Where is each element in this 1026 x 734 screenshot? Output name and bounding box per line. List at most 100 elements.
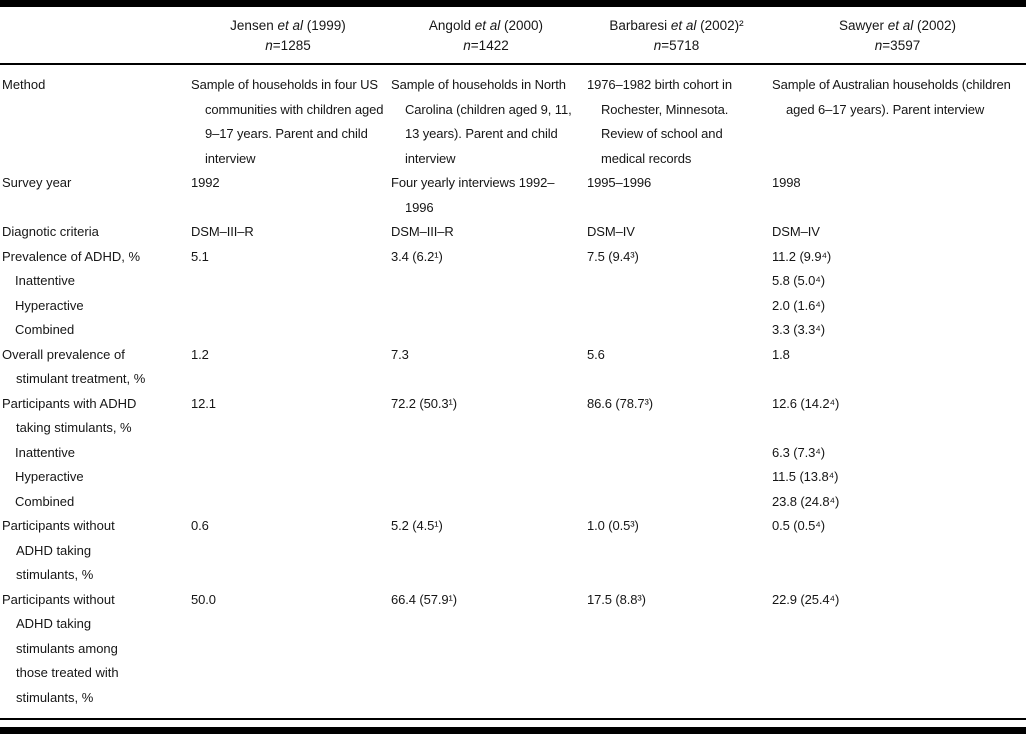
study-citation: Barbaresi et al (2002)²	[609, 18, 744, 33]
row-label-sub: Combined	[15, 322, 75, 337]
table-row-without-adhd-taking-stimulants: Participants without ADHD taking stimula…	[0, 514, 1026, 588]
study-citation: Sawyer et al (2002)	[838, 18, 957, 33]
table-row-prevalence-adhd: Prevalence of ADHD, % 5.1 3.4 (6.2¹) 7.5…	[0, 245, 1026, 270]
table-cell	[388, 441, 584, 466]
table-cell: 66.4 (57.9¹)	[391, 591, 458, 607]
table-cell	[584, 269, 769, 294]
table-cell	[584, 465, 769, 490]
table-bottom-border	[0, 727, 1026, 734]
table-cell	[584, 441, 769, 466]
row-label: Method	[2, 77, 46, 92]
table-cell: Four yearly interviews 1992–1996	[391, 175, 555, 215]
table-cell	[188, 465, 388, 490]
table-cell: 1.2	[191, 346, 209, 362]
table-cell	[584, 490, 769, 515]
column-header-angold: Angold et al (2000) n=1422	[388, 7, 584, 65]
row-label-sub: Hyperactive	[15, 297, 84, 313]
header-empty-cell	[0, 7, 188, 65]
table-cell: 12.1	[191, 395, 216, 411]
table-cell	[388, 465, 584, 490]
table-cell	[388, 490, 584, 515]
table-cell: DSM–IV	[587, 224, 635, 239]
table-cell: 22.9 (25.4⁴)	[772, 591, 840, 607]
sample-size: n=5718	[653, 38, 700, 53]
table-row-diagnostic-criteria: Diagnotic criteria DSM–III–R DSM–III–R D…	[0, 220, 1026, 245]
sample-size: n=1422	[463, 38, 509, 53]
table-cell: 1.0 (0.5³)	[587, 518, 639, 533]
table-row-method: Method Sample of households in four US c…	[0, 64, 1026, 171]
table-cell: 12.6 (14.2⁴)	[772, 395, 840, 411]
table-top-border	[0, 0, 1026, 7]
table-row-inattentive: Inattentive 5.8 (5.0⁴)	[0, 269, 1026, 294]
table-cell: 11.2 (9.9⁴)	[772, 248, 832, 264]
table-cell: 1976–1982 birth cohort in Rochester, Min…	[587, 77, 732, 166]
table-cell: 1998	[772, 175, 801, 190]
table-cell	[388, 269, 584, 294]
row-label: Participants without ADHD taking stimula…	[2, 591, 119, 705]
table-cell	[188, 490, 388, 515]
table-cell: 0.5 (0.5⁴)	[772, 518, 825, 533]
table-row-with-adhd-taking-stimulants: Participants with ADHD taking stimulants…	[0, 392, 1026, 441]
table-cell: 11.5 (13.8⁴)	[772, 469, 839, 484]
table-cell: DSM–III–R	[191, 224, 254, 239]
row-label: Participants without ADHD taking stimula…	[2, 518, 115, 582]
table-cell: 2.0 (1.6⁴)	[772, 297, 825, 313]
table-row-without-adhd-among-treated: Participants without ADHD taking stimula…	[0, 588, 1026, 711]
table-cell: 3.4 (6.2¹)	[391, 248, 443, 264]
row-label-sub: Hyperactive	[15, 469, 84, 484]
table-cell: 1.8	[772, 346, 790, 362]
table-cell: DSM–III–R	[391, 224, 454, 239]
row-label-sub: Inattentive	[15, 444, 75, 460]
table-row-survey-year: Survey year 1992 Four yearly interviews …	[0, 171, 1026, 220]
table-cell: 1992	[191, 175, 220, 190]
study-citation: Jensen et al (1999)	[230, 18, 346, 33]
table-cell: 17.5 (8.8³)	[587, 591, 646, 607]
table-cell: 5.2 (4.5¹)	[391, 518, 443, 533]
table-row-hyperactive-2: Hyperactive 11.5 (13.8⁴)	[0, 465, 1026, 490]
table-cell	[188, 269, 388, 294]
table-cell: 5.6	[587, 346, 605, 362]
table-cell	[388, 318, 584, 343]
table-cell	[188, 294, 388, 319]
table-row-combined-2: Combined 23.8 (24.8⁴)	[0, 490, 1026, 515]
table-cell	[188, 318, 388, 343]
table-cell: 86.6 (78.7³)	[587, 395, 654, 411]
table-row-combined: Combined 3.3 (3.3⁴)	[0, 318, 1026, 343]
table-row-hyperactive: Hyperactive 2.0 (1.6⁴)	[0, 294, 1026, 319]
table-cell: Sample of households in four US communit…	[191, 77, 384, 166]
row-label-sub: Combined	[15, 493, 75, 509]
table-cell: 5.8 (5.0⁴)	[772, 273, 825, 288]
table-bottom-rule	[0, 718, 1026, 720]
table-cell: 1995–1996	[587, 175, 652, 190]
table-cell: DSM–IV	[772, 224, 820, 239]
table-cell: Sample of households in North Carolina (…	[391, 77, 572, 166]
table-cell	[388, 294, 584, 319]
header-row: Jensen et al (1999) n=1285 Angold et al …	[0, 7, 1026, 65]
table-cell: 5.1	[191, 248, 209, 264]
table-cell: 23.8 (24.8⁴)	[772, 493, 840, 509]
row-label: Overall prevalence of stimulant treatmen…	[2, 346, 146, 387]
table-cell: 3.3 (3.3⁴)	[772, 322, 825, 337]
study-citation: Angold et al (2000)	[428, 18, 544, 33]
study-comparison-table: Jensen et al (1999) n=1285 Angold et al …	[0, 7, 1026, 710]
table-cell	[188, 441, 388, 466]
column-header-barbaresi: Barbaresi et al (2002)² n=5718	[584, 7, 769, 65]
row-label: Survey year	[2, 175, 72, 190]
row-label: Participants with ADHD taking stimulants…	[2, 395, 137, 436]
table-cell: 6.3 (7.3⁴)	[772, 444, 825, 460]
sample-size: n=3597	[874, 38, 921, 53]
column-header-jensen: Jensen et al (1999) n=1285	[188, 7, 388, 65]
table-cell: 7.5 (9.4³)	[587, 248, 639, 264]
row-label-sub: Inattentive	[15, 273, 75, 288]
table-cell: 50.0	[191, 591, 216, 607]
table-cell: 72.2 (50.3¹)	[391, 395, 458, 411]
table-cell	[584, 318, 769, 343]
table-cell: 0.6	[191, 518, 209, 533]
table-cell: 7.3	[391, 346, 409, 362]
row-label: Diagnotic criteria	[2, 224, 99, 239]
table-row-overall-stimulant-treatment: Overall prevalence of stimulant treatmen…	[0, 343, 1026, 392]
row-label: Prevalence of ADHD, %	[2, 248, 141, 264]
table-row-inattentive-2: Inattentive 6.3 (7.3⁴)	[0, 441, 1026, 466]
sample-size: n=1285	[265, 38, 311, 53]
